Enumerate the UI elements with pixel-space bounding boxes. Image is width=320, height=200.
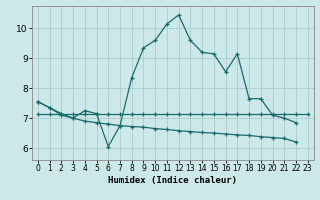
X-axis label: Humidex (Indice chaleur): Humidex (Indice chaleur): [108, 176, 237, 185]
